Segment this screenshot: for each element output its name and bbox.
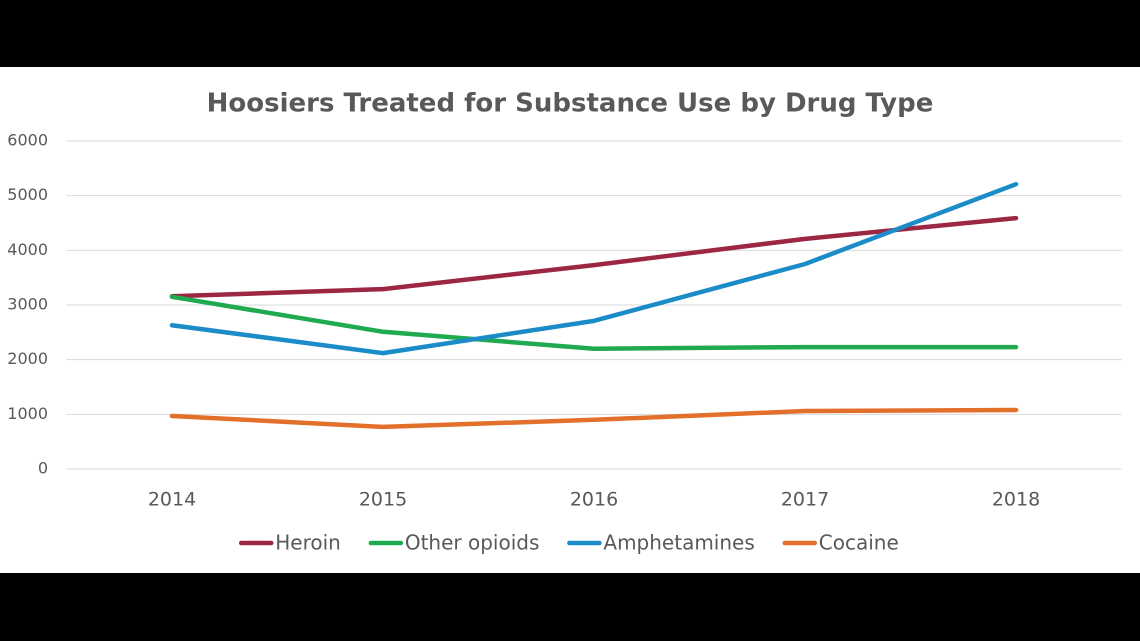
series-line [169,407,1019,430]
legend-label: Amphetamines [603,531,754,555]
chart-background [0,67,1140,573]
legend-label: Cocaine [819,531,899,555]
x-tick-label: 2016 [570,489,618,511]
y-tick-label: 2000 [7,349,48,368]
y-tick-label: 6000 [7,131,48,150]
y-tick-label: 3000 [7,295,48,314]
chart-title: Hoosiers Treated for Substance Use by Dr… [207,89,934,119]
x-tick-label: 2014 [148,489,196,511]
y-tick-label: 1000 [7,404,48,423]
x-tick-label: 2018 [992,489,1040,511]
x-tick-label: 2017 [781,489,829,511]
series-line [169,215,1019,299]
y-tick-label: 0 [38,459,48,478]
top-bar [0,0,1140,67]
legend-label: Other opioids [405,531,540,555]
legend: Heroin Other opioids Amphetamines Cocaine [238,531,899,555]
x-tick-label: 2015 [359,489,407,511]
legend-label: Heroin [275,531,341,555]
bottom-bar [0,573,1140,641]
y-tick-label: 5000 [7,185,48,204]
series-line [169,294,1019,351]
series-line [169,181,1019,356]
y-tick-label: 4000 [7,240,48,259]
